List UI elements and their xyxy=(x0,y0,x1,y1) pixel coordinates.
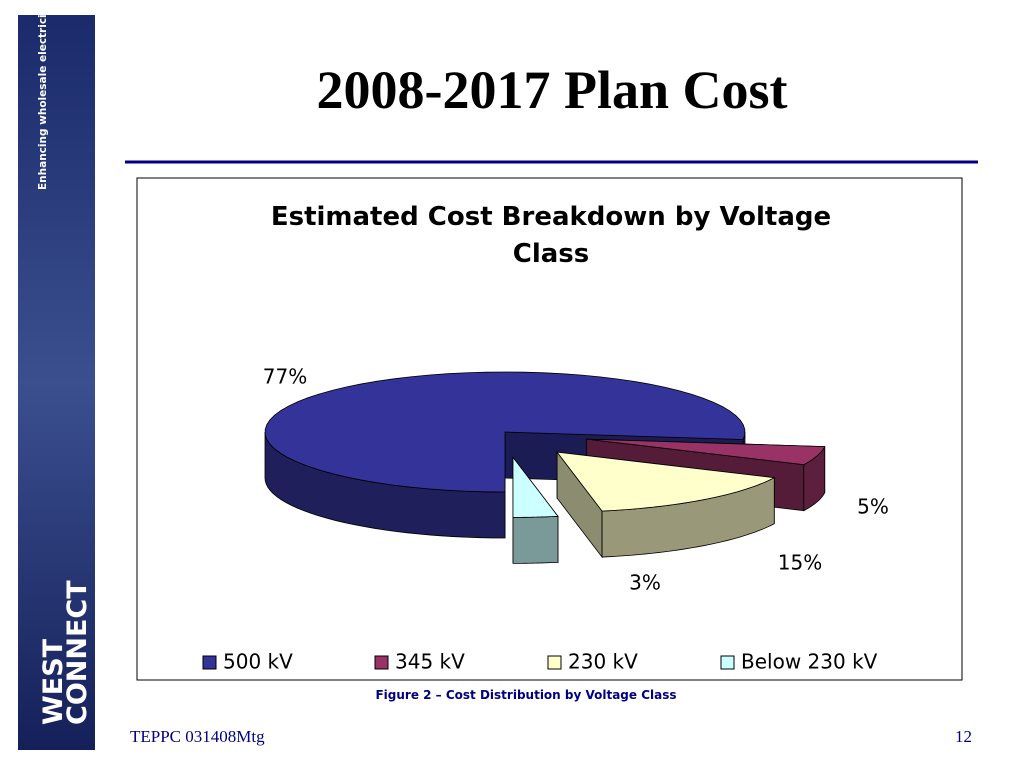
slice xyxy=(264,371,746,493)
legend-label: Below 230 kV xyxy=(741,650,878,674)
slice xyxy=(556,451,776,512)
slide-title: 2008-2017 Plan Cost xyxy=(317,60,788,120)
value-label: 5% xyxy=(857,495,889,519)
slice xyxy=(512,456,559,518)
sidebar-tagline: Enhancing wholesale electricity markets … xyxy=(37,0,49,190)
footer: TEPPC 031408Mtg xyxy=(130,727,265,746)
pie: 77% 5% 15% 3% xyxy=(263,365,889,595)
legend: 500 kV 345 kV 230 kV Below 230 kV xyxy=(202,650,878,674)
value-label: 15% xyxy=(778,551,822,575)
legend-swatch xyxy=(374,655,389,670)
legend-swatch xyxy=(202,655,217,670)
legend-swatch xyxy=(720,655,735,670)
logo-line2: CONNECT xyxy=(62,580,93,725)
chart-title-group: Estimated Cost Breakdown by Voltage Class xyxy=(271,202,831,269)
legend-label: 345 kV xyxy=(395,650,465,674)
value-label: 77% xyxy=(263,365,307,389)
caption: Figure 2 – Cost Distribution by Voltage … xyxy=(375,688,676,702)
logo-line1: WEST xyxy=(38,638,69,725)
value-label: 3% xyxy=(629,571,661,595)
slice xyxy=(586,438,826,466)
page-number: 12 xyxy=(955,727,972,746)
sidebar xyxy=(18,15,95,750)
legend-swatch xyxy=(547,655,562,670)
chart-title: Estimated Cost Breakdown by Voltage Class xyxy=(271,202,831,269)
slice-side xyxy=(512,515,559,564)
legend-label: 500 kV xyxy=(223,650,293,674)
legend-label: 230 kV xyxy=(568,650,638,674)
